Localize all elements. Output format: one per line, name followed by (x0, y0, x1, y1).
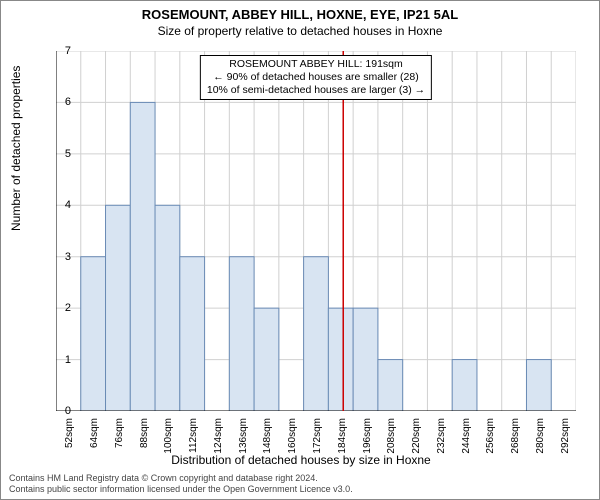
x-tick: 124sqm (213, 418, 224, 454)
annotation-line1: ROSEMOUNT ABBEY HILL: 191sqm (207, 58, 425, 71)
x-tick: 76sqm (114, 418, 125, 448)
x-tick: 184sqm (337, 418, 348, 454)
x-tick: 196sqm (362, 418, 373, 454)
x-tick: 268sqm (510, 418, 521, 454)
y-tick: 1 (65, 354, 71, 366)
x-tick: 244sqm (461, 418, 472, 454)
chart-plot-area: ROSEMOUNT ABBEY HILL: 191sqm ← 90% of de… (56, 51, 576, 411)
y-tick: 6 (65, 96, 71, 108)
y-tick: 4 (65, 199, 71, 211)
annotation-line2: ← 90% of detached houses are smaller (28… (207, 71, 425, 84)
y-axis-label: Number of detached properties (9, 66, 23, 231)
x-tick: 292sqm (560, 418, 571, 454)
y-tick: 0 (65, 405, 71, 417)
y-tick: 2 (65, 302, 71, 314)
x-tick: 136sqm (238, 418, 249, 454)
x-tick: 148sqm (262, 418, 273, 454)
x-tick: 280sqm (535, 418, 546, 454)
chart-title-main: ROSEMOUNT, ABBEY HILL, HOXNE, EYE, IP21 … (1, 7, 599, 22)
annotation-line3: 10% of semi-detached houses are larger (… (207, 84, 425, 97)
x-tick: 88sqm (139, 418, 150, 448)
x-tick: 220sqm (411, 418, 422, 454)
chart-svg (56, 51, 576, 411)
x-tick: 52sqm (64, 418, 75, 448)
footer-line1: Contains HM Land Registry data © Crown c… (9, 473, 353, 484)
x-tick: 64sqm (89, 418, 100, 448)
x-tick: 232sqm (436, 418, 447, 454)
footer-line2: Contains public sector information licen… (9, 484, 353, 495)
chart-title-sub: Size of property relative to detached ho… (1, 24, 599, 38)
footer-attribution: Contains HM Land Registry data © Crown c… (9, 473, 353, 495)
x-tick: 112sqm (188, 418, 199, 453)
x-tick: 172sqm (312, 418, 323, 454)
x-tick: 100sqm (163, 418, 174, 454)
y-tick: 5 (65, 148, 71, 160)
y-tick: 7 (65, 45, 71, 57)
x-tick: 256sqm (485, 418, 496, 454)
x-axis-label: Distribution of detached houses by size … (1, 453, 600, 467)
x-tick: 160sqm (287, 418, 298, 454)
y-tick: 3 (65, 251, 71, 263)
x-tick: 208sqm (386, 418, 397, 454)
annotation-box: ROSEMOUNT ABBEY HILL: 191sqm ← 90% of de… (200, 55, 432, 100)
